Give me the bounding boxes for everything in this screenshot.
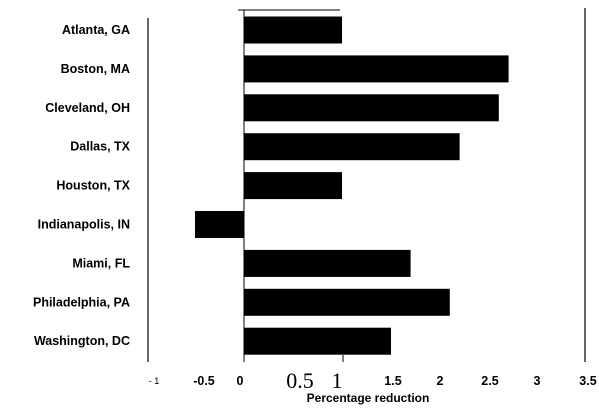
bar bbox=[195, 211, 244, 238]
axes bbox=[147, 8, 586, 362]
category-label: Washington, DC bbox=[34, 334, 130, 348]
x-tick-label: 3 bbox=[534, 374, 541, 388]
x-tick-label: 1.5 bbox=[384, 374, 401, 388]
category-label: Boston, MA bbox=[61, 62, 130, 76]
x-tick-label: 0.5 bbox=[286, 368, 314, 393]
bar bbox=[244, 172, 342, 200]
tick-labels: - 1 -0.5 0 0.5 1 1.5 2 2.5 3 3.5 bbox=[149, 368, 597, 393]
category-label: Atlanta, GA bbox=[62, 23, 130, 37]
category-label: Miami, FL bbox=[72, 256, 130, 270]
bar bbox=[244, 133, 460, 161]
category-labels: Atlanta, GA Boston, MA Cleveland, OH Dallas… bbox=[33, 23, 131, 348]
x-tick-label: 2.5 bbox=[481, 374, 498, 388]
bar bbox=[244, 94, 499, 122]
bar bbox=[244, 288, 450, 316]
bar bbox=[244, 55, 509, 83]
x-tick-label: 2 bbox=[437, 374, 444, 388]
category-label: Indianapolis, IN bbox=[38, 218, 130, 232]
category-label: Cleveland, OH bbox=[45, 101, 130, 115]
category-label: Philadelphia, PA bbox=[33, 295, 130, 309]
bar bbox=[244, 16, 342, 44]
x-tick-label: 3.5 bbox=[579, 374, 596, 388]
x-axis-title: Percentage reduction bbox=[307, 391, 430, 405]
bar bbox=[244, 249, 411, 277]
bars bbox=[195, 16, 509, 355]
category-label: Dallas, TX bbox=[70, 140, 130, 154]
x-tick-label: 1 bbox=[332, 368, 343, 393]
x-tick-label: -0.5 bbox=[193, 374, 215, 388]
x-tick-label: - 1 bbox=[149, 376, 160, 386]
bar bbox=[244, 327, 391, 355]
x-tick-label: 0 bbox=[237, 374, 244, 388]
category-label: Houston, TX bbox=[56, 179, 130, 193]
